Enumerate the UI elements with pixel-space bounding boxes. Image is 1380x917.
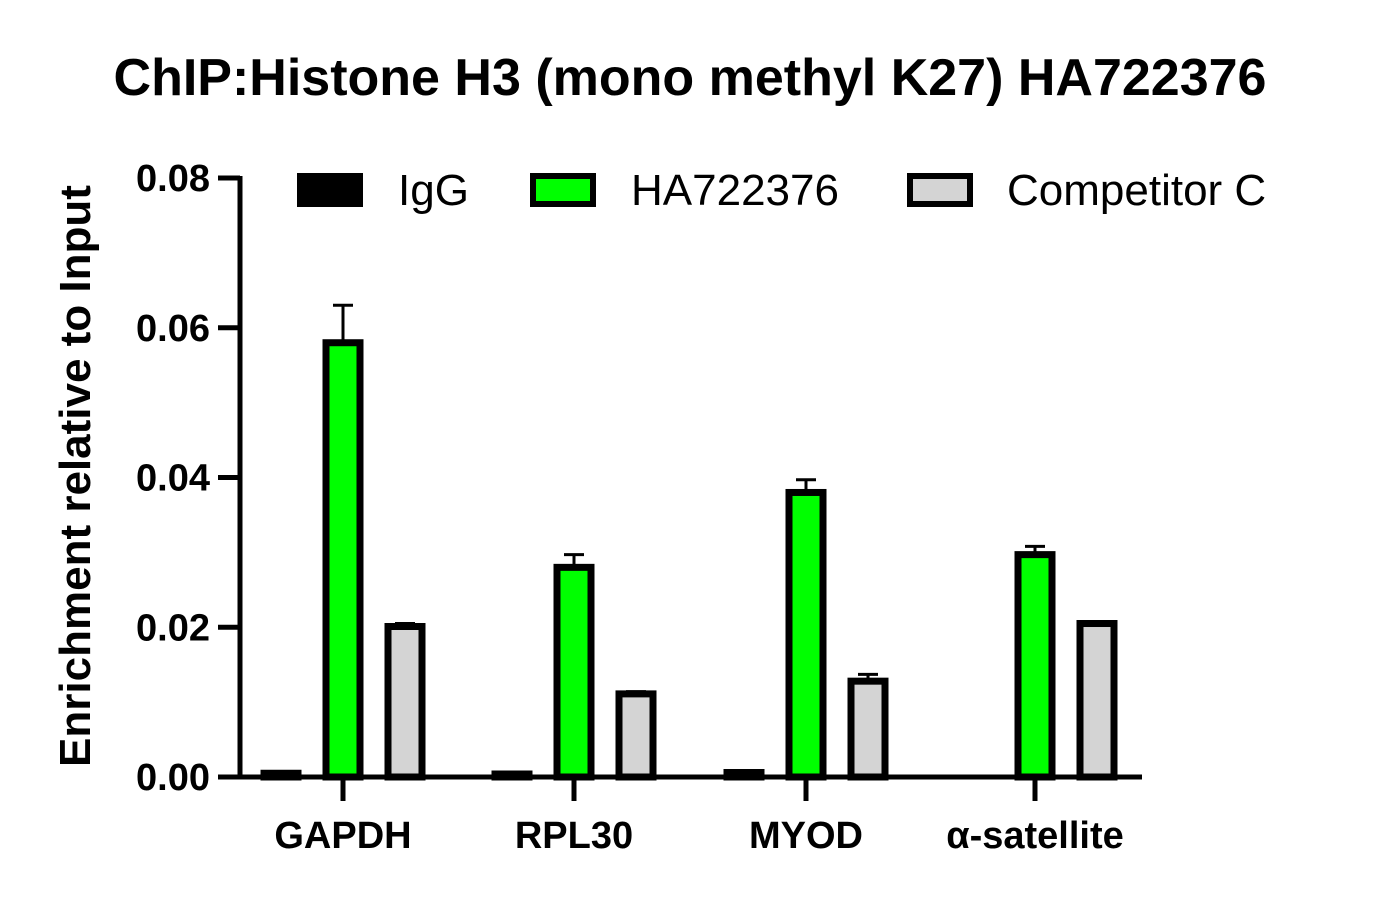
bar xyxy=(785,488,827,781)
bar xyxy=(1076,620,1118,781)
axes-group: 0.00 0.02 0.04 0.06 0.08 GAPDH RPL30 MYOD α-sate… xyxy=(136,158,1142,857)
legend-label: HA722376 xyxy=(631,166,839,215)
bar xyxy=(1014,551,1056,781)
bar xyxy=(615,690,657,781)
y-tick-label: 0.06 xyxy=(136,308,210,350)
y-tick-label: 0.02 xyxy=(136,607,210,649)
y-tick-label: 0.04 xyxy=(136,458,210,500)
bars-group xyxy=(260,303,1118,781)
bar xyxy=(847,677,889,781)
x-tick-label: MYOD xyxy=(749,815,863,857)
y-tick-label: 0.08 xyxy=(136,158,210,200)
y-axis-label: Enrichment relative to Input xyxy=(51,185,100,767)
legend-swatch xyxy=(907,173,973,207)
bar xyxy=(553,563,595,781)
x-tick-label: GAPDH xyxy=(274,815,411,857)
y-tick-label: 0.00 xyxy=(136,757,210,799)
legend-swatch xyxy=(530,173,596,207)
legend-swatch xyxy=(297,173,363,207)
x-tick-label: α-satellite xyxy=(946,815,1124,857)
chart-title: ChIP:Histone H3 (mono methyl K27) HA7223… xyxy=(114,49,1267,107)
legend-label: Competitor C xyxy=(1007,166,1266,215)
bar xyxy=(322,339,364,781)
bar xyxy=(384,623,426,781)
legend-label: IgG xyxy=(398,166,469,215)
legend: IgG HA722376 Competitor C xyxy=(297,166,1266,215)
x-tick-label: RPL30 xyxy=(515,815,633,857)
